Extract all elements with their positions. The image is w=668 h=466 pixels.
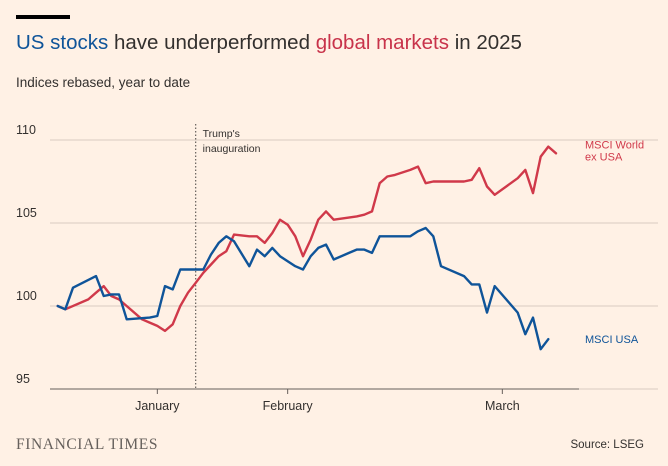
publisher-logo: FINANCIAL TIMES (16, 436, 159, 453)
x-tick-label-march: March (485, 399, 520, 413)
y-tick-label-95: 95 (16, 372, 30, 386)
series-label-msci-usa: MSCI USA (585, 334, 639, 346)
series-label-msci-world-ex-usa: ex USA (585, 151, 623, 163)
chart-title: US stocks have underperformed global mar… (16, 30, 522, 56)
y-tick-label-110: 110 (16, 123, 36, 137)
series-line-msci-usa (56, 226, 550, 351)
inauguration-annotation-label: Trump's (203, 128, 240, 140)
series-line-msci-world-ex-usa (56, 145, 558, 333)
chart-subtitle: Indices rebased, year to date (16, 75, 191, 90)
title-global-markets: global markets (315, 31, 449, 54)
inauguration-annotation-label: inauguration (203, 143, 261, 155)
y-tick-label-100: 100 (16, 289, 37, 303)
source-note: Source: LSEG (570, 439, 644, 451)
series-label-msci-world-ex-usa: MSCI World (585, 139, 644, 151)
title-end: in 2025 (449, 31, 522, 54)
x-tick-label-february: February (263, 399, 314, 413)
title-middle: have underperformed (108, 31, 316, 54)
x-tick-label-january: January (135, 399, 180, 413)
y-tick-label-105: 105 (16, 206, 37, 220)
title-us-stocks: US stocks (16, 31, 109, 54)
brand-bar (16, 15, 70, 19)
